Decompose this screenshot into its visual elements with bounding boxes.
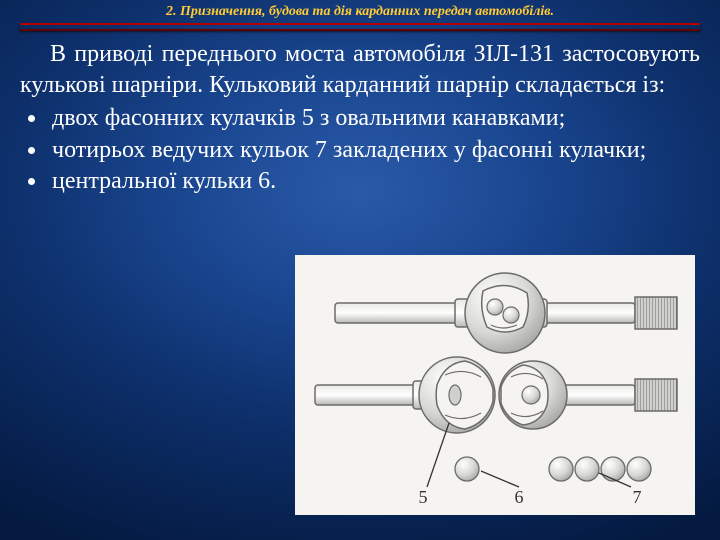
top-assembly	[335, 273, 677, 353]
loose-balls	[455, 457, 651, 481]
bottom-assembly	[315, 357, 677, 433]
header-title: 2. Призначення, будова та дія карданних …	[0, 4, 720, 23]
label-7: 7	[633, 487, 642, 507]
list-item: центральної кульки 6.	[48, 166, 700, 197]
technical-diagram: 5 6 7	[295, 255, 695, 515]
label-6: 6	[515, 487, 524, 507]
label-5: 5	[419, 487, 428, 507]
diagram-labels: 5 6 7	[419, 487, 642, 507]
list-item: двох фасонних кулачків 5 з овальними кан…	[48, 103, 700, 134]
slide-content: В приводі переднього моста автомобіля ЗІ…	[0, 31, 720, 197]
slide-header: 2. Призначення, будова та дія карданних …	[0, 0, 720, 31]
list-item: чотирьох ведучих кульок 7 закладених у ф…	[48, 135, 700, 166]
header-underline	[20, 23, 700, 31]
bullet-list: двох фасонних кулачків 5 з овальними кан…	[20, 103, 700, 197]
intro-paragraph: В приводі переднього моста автомобіля ЗІ…	[20, 39, 700, 101]
